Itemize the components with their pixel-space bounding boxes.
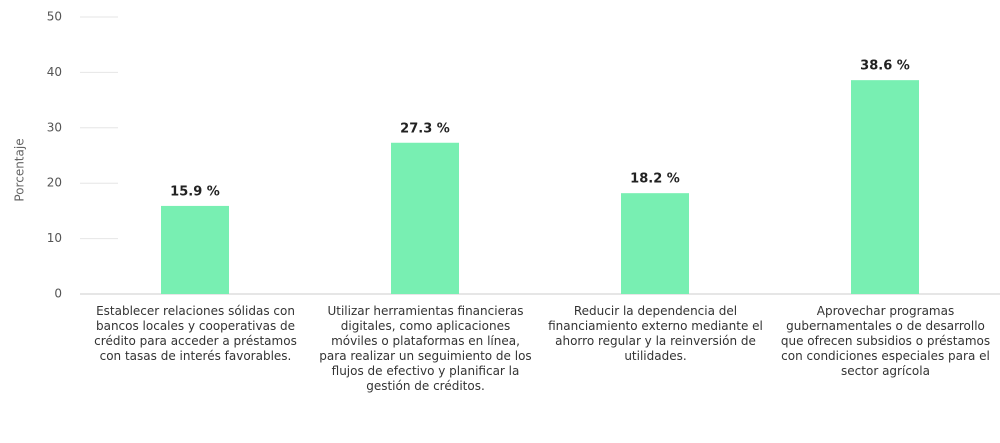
x-tick-label: Establecer relaciones sólidas con bancos… (94, 304, 297, 363)
y-tick-label: 0 (54, 287, 62, 301)
x-tick-label: Reducir la dependencia del financiamient… (548, 304, 763, 363)
y-axis-title: Porcentaje (13, 138, 27, 201)
y-tick-label: 30 (47, 120, 62, 134)
bar (161, 205, 229, 294)
y-tick-label: 50 (47, 10, 62, 24)
data-label: 18.2 % (630, 172, 680, 187)
y-tick-label: 20 (47, 176, 62, 190)
bar (851, 80, 919, 294)
bar (621, 193, 689, 294)
y-tick-label: 10 (47, 231, 62, 245)
data-label: 15.9 % (170, 184, 220, 199)
data-label: 38.6 % (860, 59, 910, 74)
data-label: 27.3 % (400, 121, 450, 136)
bar (391, 142, 459, 294)
x-tick-label: Aprovechar programas gubernamentales o d… (780, 304, 991, 378)
y-tick-label: 40 (47, 65, 62, 79)
x-tick-label: Utilizar herramientas financieras digita… (319, 304, 532, 393)
